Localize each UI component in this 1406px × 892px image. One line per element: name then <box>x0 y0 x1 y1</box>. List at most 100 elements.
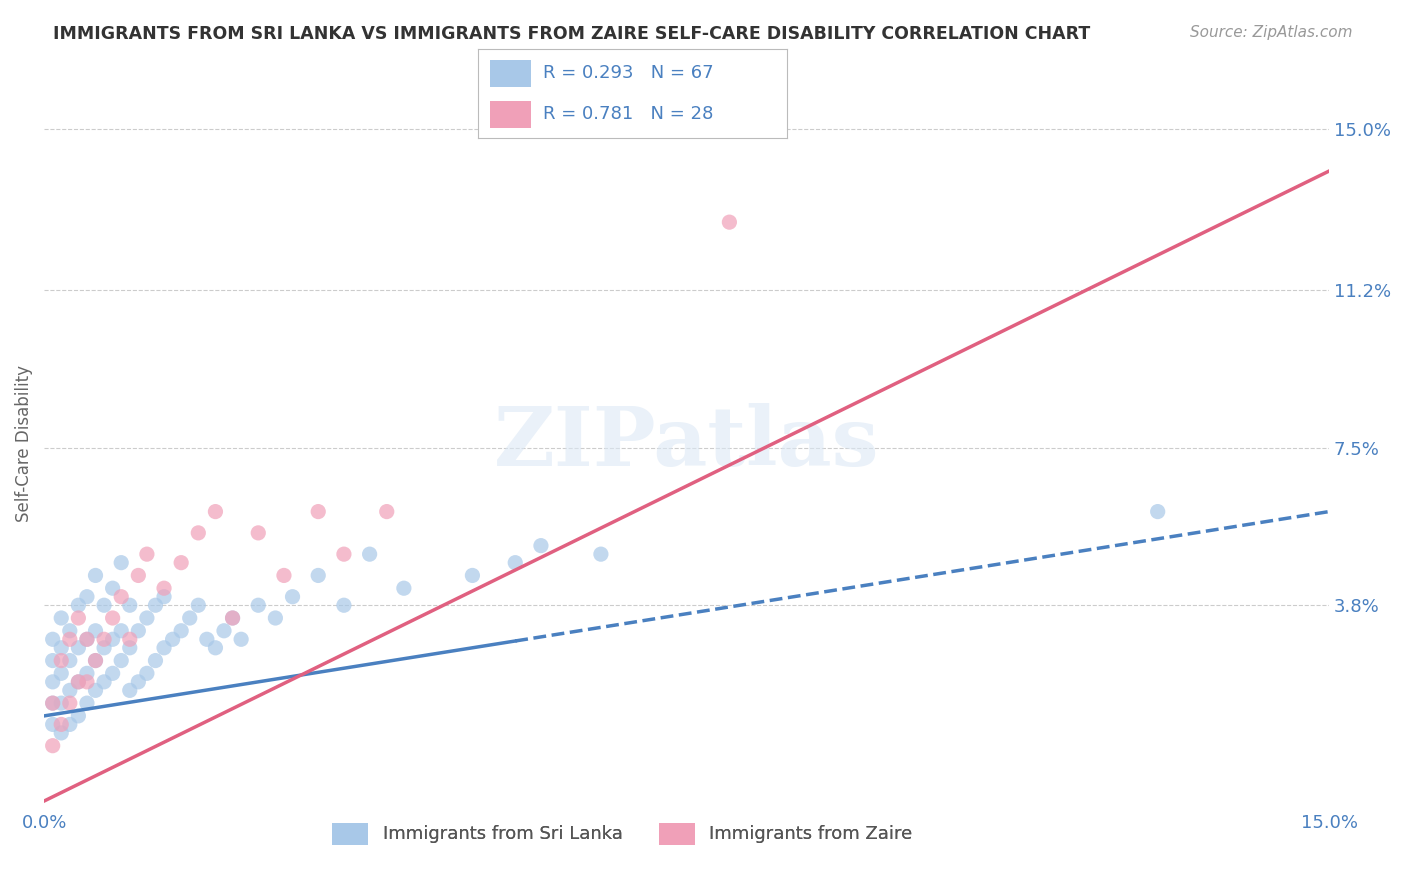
Point <box>273 568 295 582</box>
Point <box>84 654 107 668</box>
Point <box>145 654 167 668</box>
Point <box>51 666 73 681</box>
Point <box>93 599 115 613</box>
Text: Source: ZipAtlas.com: Source: ZipAtlas.com <box>1189 25 1353 40</box>
Point <box>67 674 90 689</box>
Point <box>41 696 63 710</box>
Point <box>127 568 149 582</box>
Point <box>84 624 107 638</box>
Point <box>76 666 98 681</box>
Point <box>59 683 82 698</box>
FancyBboxPatch shape <box>491 60 530 87</box>
Point <box>41 717 63 731</box>
Point <box>221 611 243 625</box>
Point <box>153 581 176 595</box>
Point <box>195 632 218 647</box>
Point <box>179 611 201 625</box>
Point <box>264 611 287 625</box>
Point <box>187 599 209 613</box>
Point <box>76 590 98 604</box>
Point <box>718 215 741 229</box>
Point <box>51 696 73 710</box>
Point <box>41 654 63 668</box>
Point <box>67 611 90 625</box>
Point <box>135 611 157 625</box>
Point <box>93 640 115 655</box>
Point <box>101 632 124 647</box>
Point <box>359 547 381 561</box>
Point <box>392 581 415 595</box>
Point <box>101 666 124 681</box>
Point <box>76 674 98 689</box>
Point <box>127 674 149 689</box>
Point <box>247 599 270 613</box>
Point <box>59 654 82 668</box>
Point <box>375 505 398 519</box>
Point <box>67 599 90 613</box>
Point <box>162 632 184 647</box>
Point <box>187 525 209 540</box>
Point <box>101 611 124 625</box>
Point <box>135 547 157 561</box>
Point <box>59 632 82 647</box>
Point <box>118 599 141 613</box>
Point <box>247 525 270 540</box>
Point <box>153 640 176 655</box>
Point <box>51 640 73 655</box>
Point <box>204 640 226 655</box>
Text: ZIPatlas: ZIPatlas <box>494 403 879 483</box>
Point <box>170 624 193 638</box>
Point <box>503 556 526 570</box>
Point <box>127 624 149 638</box>
Point <box>231 632 253 647</box>
Point <box>59 717 82 731</box>
Point <box>76 632 98 647</box>
Point <box>84 568 107 582</box>
Text: R = 0.781   N = 28: R = 0.781 N = 28 <box>543 105 713 123</box>
Point <box>51 611 73 625</box>
Point <box>41 632 63 647</box>
Point <box>333 599 356 613</box>
Point <box>333 547 356 561</box>
Point <box>170 556 193 570</box>
Point <box>118 683 141 698</box>
Point <box>41 674 63 689</box>
Point <box>76 632 98 647</box>
Point <box>589 547 612 561</box>
FancyBboxPatch shape <box>491 101 530 128</box>
Point <box>110 556 132 570</box>
Point <box>307 505 329 519</box>
Point <box>530 539 553 553</box>
Point <box>93 674 115 689</box>
Point <box>461 568 484 582</box>
Point <box>76 696 98 710</box>
Point <box>153 590 176 604</box>
Y-axis label: Self-Care Disability: Self-Care Disability <box>15 365 32 522</box>
Point <box>110 590 132 604</box>
Point <box>221 611 243 625</box>
Text: IMMIGRANTS FROM SRI LANKA VS IMMIGRANTS FROM ZAIRE SELF-CARE DISABILITY CORRELAT: IMMIGRANTS FROM SRI LANKA VS IMMIGRANTS … <box>53 25 1091 43</box>
Point <box>67 674 90 689</box>
Point <box>110 654 132 668</box>
Point <box>51 726 73 740</box>
Point <box>51 717 73 731</box>
Point <box>59 624 82 638</box>
Point <box>1146 505 1168 519</box>
Legend: Immigrants from Sri Lanka, Immigrants from Zaire: Immigrants from Sri Lanka, Immigrants fr… <box>325 815 920 852</box>
Point <box>41 739 63 753</box>
Point <box>84 683 107 698</box>
Point <box>145 599 167 613</box>
Point <box>118 640 141 655</box>
Point <box>51 654 73 668</box>
Point <box>67 709 90 723</box>
Point <box>118 632 141 647</box>
Point <box>204 505 226 519</box>
Point <box>84 654 107 668</box>
Point <box>281 590 304 604</box>
Point <box>67 640 90 655</box>
Point <box>135 666 157 681</box>
Point <box>93 632 115 647</box>
Point <box>307 568 329 582</box>
Point <box>101 581 124 595</box>
Point <box>41 696 63 710</box>
